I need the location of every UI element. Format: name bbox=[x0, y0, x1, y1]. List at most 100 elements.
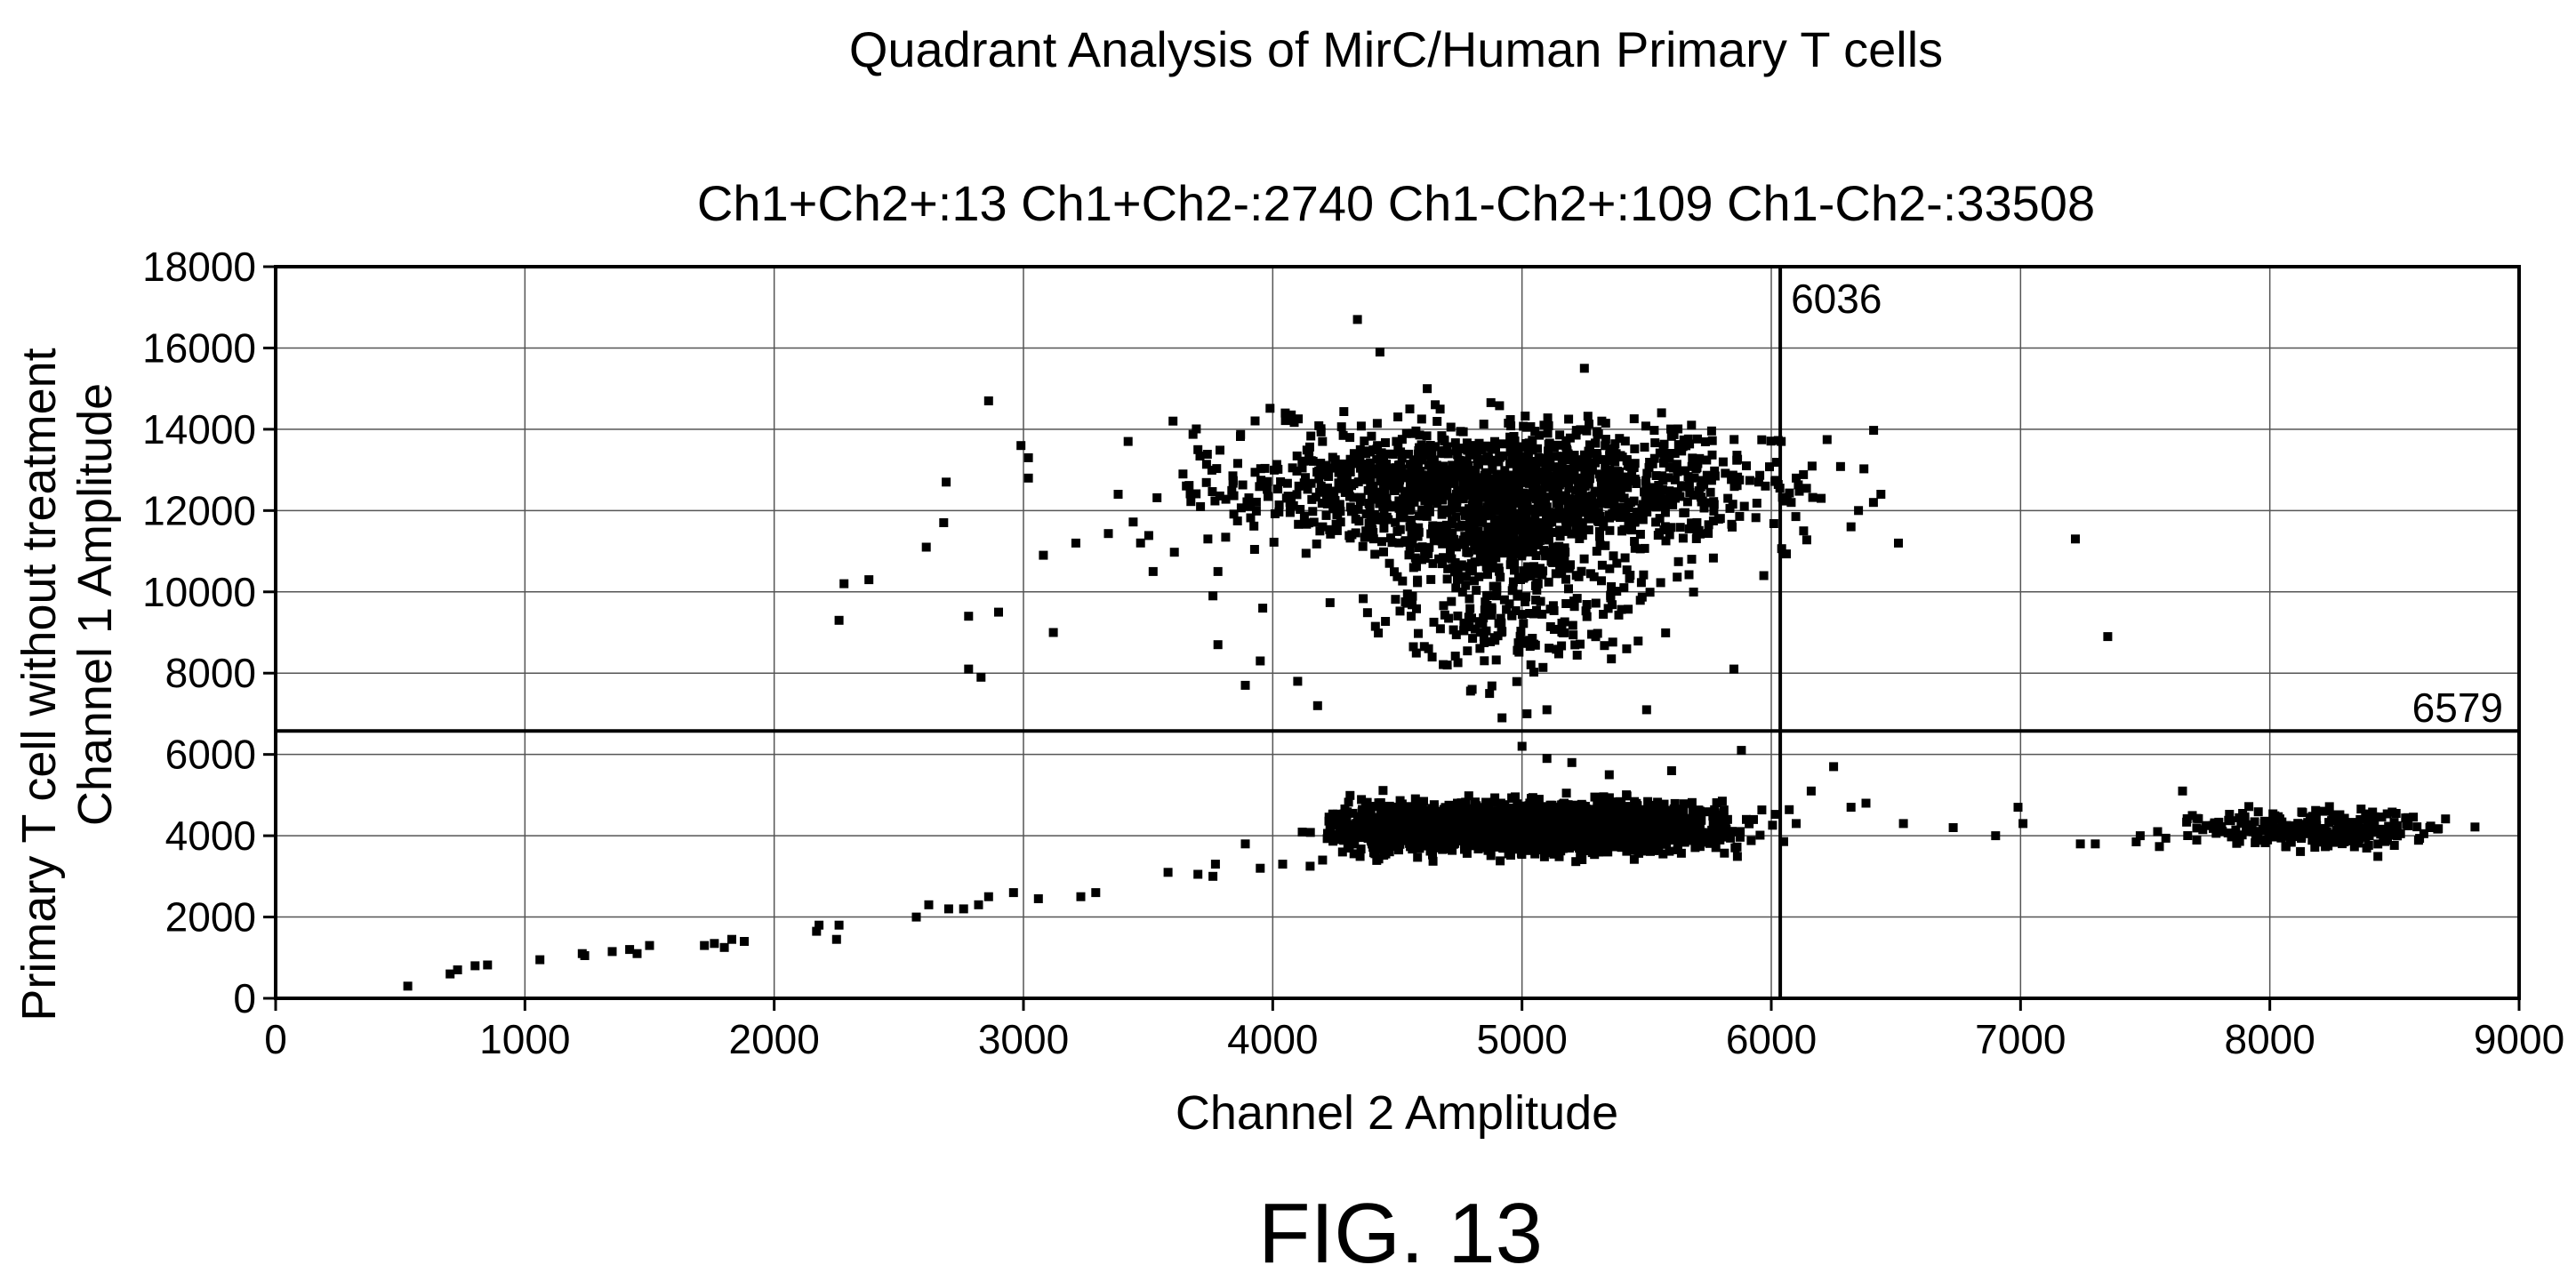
data-point bbox=[1607, 654, 1617, 664]
data-point bbox=[1673, 487, 1682, 497]
data-point bbox=[1506, 519, 1516, 528]
data-point bbox=[1468, 507, 1478, 516]
data-point bbox=[1428, 856, 1438, 866]
data-point bbox=[1467, 524, 1477, 533]
data-point bbox=[1672, 832, 1681, 842]
data-point bbox=[1529, 562, 1538, 572]
data-point bbox=[1605, 564, 1615, 573]
data-point bbox=[1216, 445, 1224, 455]
data-point bbox=[1601, 492, 1611, 502]
data-point bbox=[1462, 572, 1471, 581]
data-point bbox=[1496, 613, 1505, 623]
data-point bbox=[1410, 553, 1420, 563]
data-point bbox=[1372, 444, 1382, 453]
data-point bbox=[1555, 829, 1564, 838]
data-point bbox=[700, 941, 710, 950]
data-point bbox=[1458, 535, 1468, 545]
data-point bbox=[1669, 827, 1679, 837]
data-point bbox=[1091, 888, 1101, 898]
data-point bbox=[1437, 495, 1447, 505]
data-point bbox=[1555, 532, 1565, 541]
data-point bbox=[1392, 816, 1402, 826]
data-point bbox=[1428, 850, 1437, 860]
data-point bbox=[1432, 811, 1441, 821]
data-point bbox=[1425, 441, 1435, 450]
data-point bbox=[1613, 467, 1622, 476]
data-point bbox=[1344, 797, 1353, 807]
data-point bbox=[1661, 628, 1671, 637]
data-point bbox=[1397, 435, 1407, 444]
data-point bbox=[1515, 631, 1525, 641]
data-point bbox=[2268, 809, 2278, 819]
data-point bbox=[1426, 448, 1436, 458]
data-point bbox=[1473, 526, 1483, 536]
data-point bbox=[1586, 813, 1596, 822]
data-point bbox=[1360, 532, 1369, 542]
data-point bbox=[483, 960, 493, 970]
data-point bbox=[1687, 797, 1697, 807]
data-point bbox=[1345, 468, 1355, 476]
data-point bbox=[1768, 821, 1778, 830]
data-point bbox=[1208, 591, 1218, 601]
data-point bbox=[1406, 842, 1416, 852]
data-point bbox=[1328, 452, 1337, 462]
data-point bbox=[1595, 527, 1604, 536]
data-point bbox=[1195, 452, 1205, 460]
data-point bbox=[1391, 517, 1400, 527]
data-point bbox=[1735, 832, 1745, 842]
data-point bbox=[1251, 506, 1261, 516]
data-point bbox=[1192, 424, 1201, 434]
data-point bbox=[1490, 636, 1500, 645]
data-point bbox=[1625, 845, 1634, 855]
data-point bbox=[1537, 458, 1546, 468]
data-point bbox=[1210, 496, 1220, 506]
data-point bbox=[1468, 495, 1478, 505]
data-point bbox=[1364, 518, 1374, 528]
data-point bbox=[1402, 822, 1412, 832]
data-point bbox=[1545, 438, 1554, 448]
data-point bbox=[1757, 435, 1767, 444]
data-point bbox=[1633, 816, 1642, 826]
data-point bbox=[2237, 813, 2247, 822]
data-point bbox=[1410, 794, 1420, 804]
data-point bbox=[1608, 511, 1617, 521]
data-point bbox=[1384, 449, 1394, 459]
data-point bbox=[1446, 422, 1456, 432]
data-point bbox=[1442, 465, 1452, 475]
data-point bbox=[1033, 894, 1043, 903]
data-point bbox=[1492, 585, 1502, 595]
data-point bbox=[1574, 476, 1584, 485]
data-point bbox=[1625, 837, 1635, 847]
data-point bbox=[1603, 847, 1613, 857]
data-point bbox=[1426, 529, 1436, 539]
data-point bbox=[1549, 443, 1559, 452]
data-point bbox=[1148, 566, 1158, 576]
data-point bbox=[2131, 837, 2141, 846]
data-point bbox=[2330, 829, 2339, 839]
data-point bbox=[2419, 829, 2428, 838]
data-point bbox=[2290, 832, 2299, 842]
data-point bbox=[1869, 426, 1879, 436]
data-point bbox=[1380, 513, 1390, 523]
data-point bbox=[1755, 470, 1765, 480]
data-point bbox=[1210, 860, 1220, 869]
data-point bbox=[1463, 646, 1473, 656]
data-point bbox=[1506, 557, 1516, 567]
data-point bbox=[1389, 802, 1399, 812]
data-point bbox=[2415, 834, 2425, 844]
data-point bbox=[2232, 838, 2242, 848]
data-point bbox=[1691, 464, 1701, 474]
data-point bbox=[1576, 639, 1585, 649]
data-point bbox=[2259, 816, 2269, 826]
data-point bbox=[1625, 571, 1635, 580]
data-point bbox=[1509, 805, 1519, 814]
data-point bbox=[1732, 481, 1742, 491]
data-point bbox=[1637, 823, 1647, 833]
data-point bbox=[2305, 820, 2315, 829]
data-point bbox=[1169, 548, 1179, 557]
data-point bbox=[1516, 477, 1526, 487]
data-point bbox=[1400, 597, 1410, 606]
data-point bbox=[1505, 599, 1514, 609]
data-point bbox=[1591, 438, 1601, 448]
